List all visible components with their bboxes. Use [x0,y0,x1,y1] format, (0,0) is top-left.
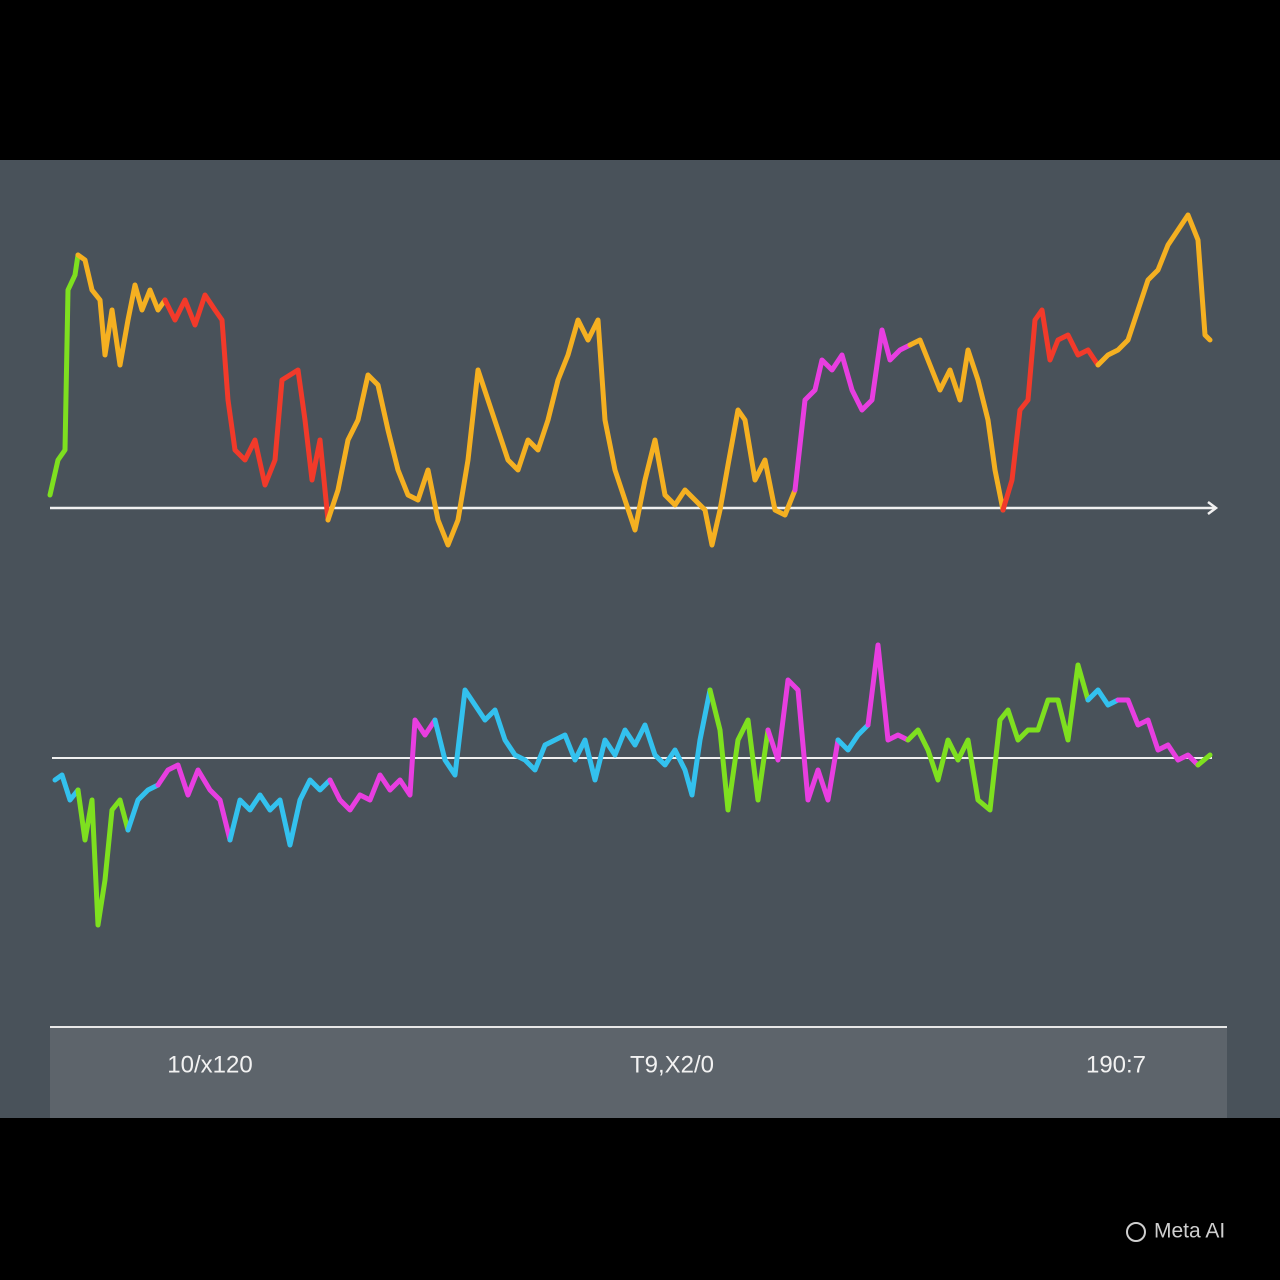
data-line [47,252,81,498]
data-line [1095,212,1213,368]
data-line [1000,307,1101,513]
data-line [155,762,233,843]
data-line [1115,697,1201,768]
data-line [835,722,871,753]
arrow-head [1207,501,1219,515]
data-line [707,687,771,813]
data-line [75,252,168,368]
footer-band [50,1027,1227,1118]
data-line [905,662,1091,813]
data-line [327,717,438,813]
data-line [125,782,161,833]
data-line [162,292,331,523]
data-line [52,772,81,803]
data-line [1195,752,1213,768]
data-line [1085,687,1121,708]
panel [0,160,1280,1118]
data-line [325,317,798,548]
data-line [432,687,713,798]
data-line [75,787,131,928]
footer-label: T9,X2/0 [630,1051,714,1078]
watermark-icon [1126,1222,1146,1242]
footer-label: 190:7 [1086,1051,1146,1078]
data-line [765,677,841,803]
data-line [907,337,1006,513]
watermark: Meta AI [1154,1220,1225,1243]
data-line [227,777,333,848]
footer-label: 10/x120 [167,1051,252,1078]
data-line [865,642,911,743]
data-line [792,327,913,493]
